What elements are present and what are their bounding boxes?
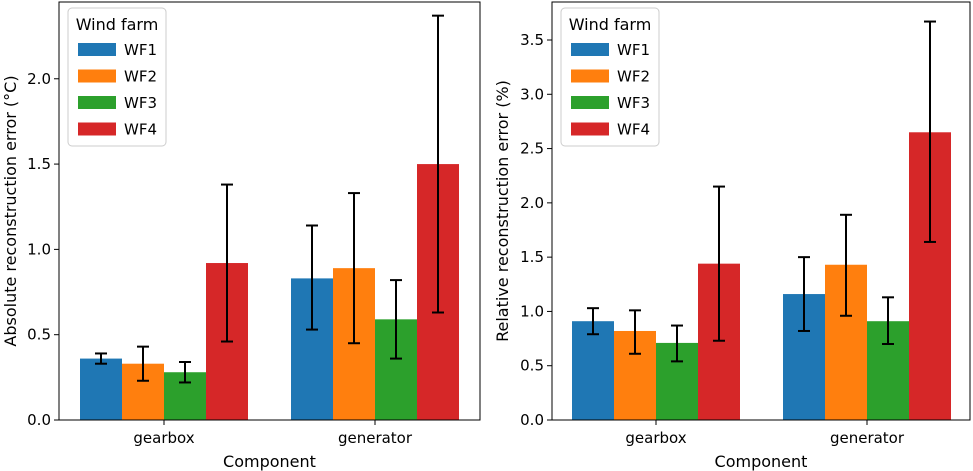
- error-bar-wf3-gearbox: [179, 360, 191, 384]
- error-bar-wf4-gearbox: [221, 183, 233, 343]
- error-bar-wf3-gearbox: [671, 324, 683, 363]
- legend: Wind farm WF1 WF2 WF3 WF4: [67, 7, 167, 147]
- legend-label-wf3: WF3: [124, 94, 157, 112]
- y-tick-label: 2.0: [27, 70, 51, 88]
- legend-swatch-wf3: [571, 96, 609, 109]
- legend-swatch-wf4: [78, 122, 116, 136]
- y-tick-label: 0.0: [520, 411, 544, 429]
- error-bar-wf2-gearbox: [137, 345, 149, 382]
- x-tick-label-generator: generator: [338, 429, 413, 447]
- legend-box: [560, 7, 660, 147]
- legend-title: Wind farm: [76, 15, 159, 34]
- y-axis-label: Relative reconstruction error (%): [493, 80, 512, 342]
- y-tick-label: 2.0: [520, 194, 544, 212]
- error-bar-wf4-generator: [432, 14, 444, 314]
- y-tick-label: 3.5: [520, 31, 544, 49]
- legend-label-wf1: WF1: [124, 41, 157, 59]
- x-axis-label: Component: [223, 452, 316, 471]
- y-tick-label: 0.5: [520, 357, 544, 375]
- legend-swatch-wf2: [571, 69, 609, 83]
- error-bar-wf4-gearbox: [713, 185, 725, 342]
- y-tick-label: 1.0: [520, 302, 544, 320]
- y-tick-label: 1.5: [27, 155, 51, 173]
- axes-frame: [551, 1, 971, 421]
- y-tick-label: 1.5: [520, 248, 544, 266]
- error-bar-wf2-generator: [840, 213, 852, 317]
- x-tick-label-gearbox: gearbox: [625, 429, 686, 447]
- y-tick-label: 2.5: [520, 140, 544, 158]
- error-bar-wf1-gearbox: [95, 352, 107, 365]
- bar-wf1-gearbox: [80, 358, 122, 420]
- legend-swatch-wf3: [78, 96, 116, 109]
- legend-swatch-wf1: [571, 43, 609, 56]
- legend-label-wf2: WF2: [617, 68, 650, 86]
- error-bar-wf1-generator: [306, 224, 318, 331]
- error-bar-wf2-gearbox: [629, 309, 641, 355]
- x-tick-label-generator: generator: [830, 429, 905, 447]
- legend-swatch-wf2: [78, 69, 116, 83]
- absolute-error-chart: 0.0 0.5 1.0 1.5 2.0 gearbox generator Component…: [1, 1, 481, 471]
- legend-label-wf3: WF3: [617, 94, 650, 112]
- y-axis-label: Absolute reconstruction error (°C): [1, 75, 20, 346]
- error-bar-wf3-generator: [882, 296, 894, 345]
- y-tick-label: 1.0: [27, 240, 51, 258]
- legend-box: [67, 7, 167, 147]
- x-axis-label: Component: [715, 452, 808, 471]
- error-bar-wf1-generator: [798, 256, 810, 332]
- legend-label-wf2: WF2: [124, 68, 157, 86]
- legend-label-wf4: WF4: [617, 121, 650, 139]
- bar-wf1-gearbox: [572, 321, 614, 420]
- relative-error-chart: 0.0 0.5 1.0 1.5 2.0 2.5 3.0 3.5 gearbox generator…: [493, 1, 971, 471]
- error-bar-wf3-generator: [390, 279, 402, 360]
- legend-label-wf1: WF1: [617, 41, 650, 59]
- error-bar-wf2-generator: [348, 192, 360, 345]
- x-tick-label-gearbox: gearbox: [133, 429, 194, 447]
- axes-frame: [58, 1, 481, 421]
- y-tick-label: 3.0: [520, 85, 544, 103]
- y-tick-label: 0.5: [27, 326, 51, 344]
- legend-swatch-wf1: [78, 43, 116, 56]
- legend-title: Wind farm: [569, 15, 652, 34]
- error-bar-wf1-gearbox: [587, 307, 599, 336]
- y-tick-label: 0.0: [27, 411, 51, 429]
- legend-label-wf4: WF4: [124, 121, 157, 139]
- error-bar-wf4-generator: [924, 20, 936, 243]
- legend-swatch-wf4: [571, 122, 609, 136]
- legend: Wind farm WF1 WF2 WF3 WF4: [560, 7, 660, 147]
